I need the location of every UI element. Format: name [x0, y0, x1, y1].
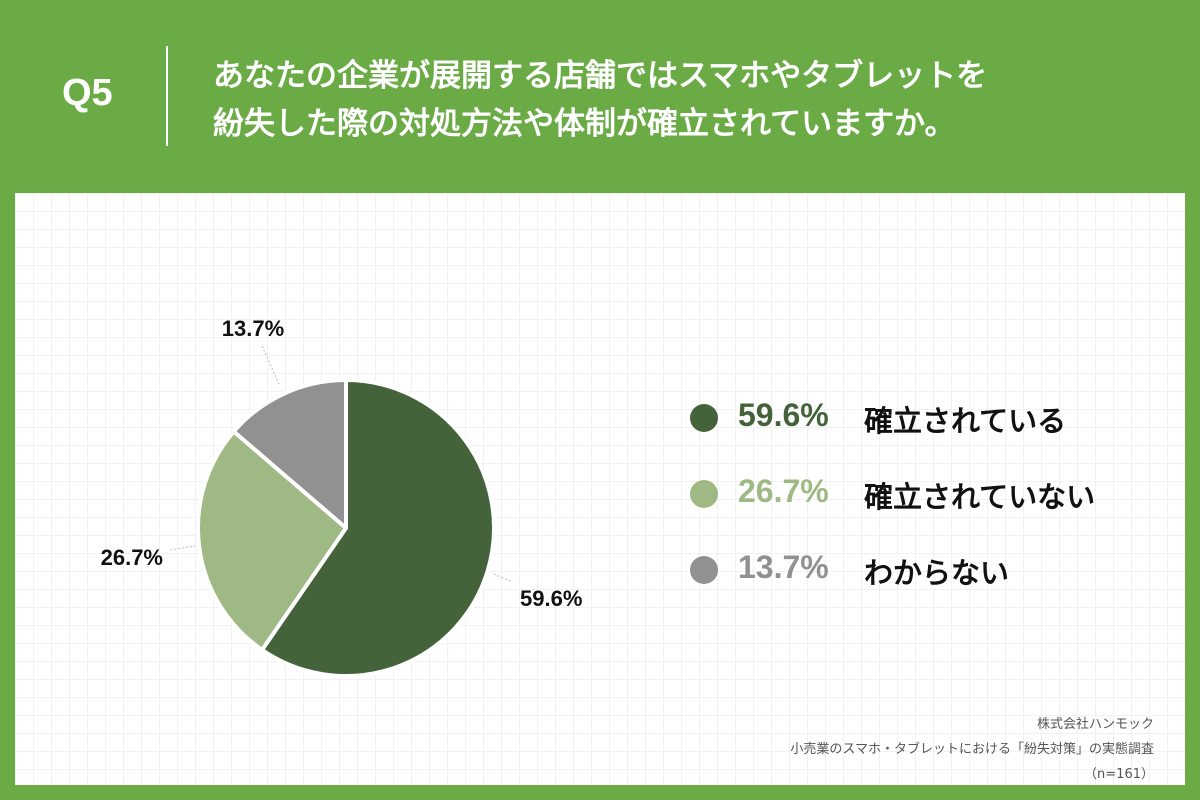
data-label-not-established: 26.7% — [101, 545, 163, 570]
question-title: あなたの企業が展開する店舗ではスマホやタブレットを 紛失した際の対処方法や体制が… — [213, 52, 1153, 148]
question-number: Q5 — [62, 72, 113, 114]
source-sample-size: （n=161） — [1084, 767, 1154, 782]
data-label-unknown: 13.7% — [222, 316, 284, 341]
leader-line-not-established — [169, 545, 196, 551]
legend-percent-unknown: 13.7% — [738, 549, 829, 585]
pie-slice-not-established — [196, 429, 348, 652]
legend-item-not-established: 26.7% 確立されていない — [690, 468, 1160, 520]
question-header: Q5 あなたの企業が展開する店舗ではスマホやタブレットを 紛失した際の対処方法や… — [0, 0, 1200, 192]
legend-label-not-established: 確立されていない — [864, 480, 1096, 514]
legend-label-established: 確立されている — [864, 404, 1067, 438]
question-title-line-2: 紛失した際の対処方法や体制が確立されていますか。 — [213, 106, 956, 142]
header-divider — [166, 46, 168, 146]
legend-dot-established — [690, 404, 718, 432]
source-note: 株式会社ハンモック 小売業のスマホ・タブレットにおける「紛失対策」の実態調査 （… — [790, 712, 1154, 787]
legend-label-unknown: わからない — [864, 556, 1010, 590]
data-label-established: 59.6% — [520, 586, 582, 611]
source-company: 株式会社ハンモック — [1036, 717, 1154, 732]
legend-dot-unknown — [690, 556, 718, 584]
leader-line-unknown — [261, 345, 281, 387]
source-survey: 小売業のスマホ・タブレットにおける「紛失対策」の実態調査 — [790, 742, 1154, 757]
pie-slice-unknown — [231, 378, 348, 530]
legend-percent-not-established: 26.7% — [738, 473, 829, 509]
question-title-line-1: あなたの企業が展開する店舗ではスマホやタブレットを — [213, 58, 988, 94]
legend-item-established: 59.6% 確立されている — [690, 392, 1160, 444]
legend-item-unknown: 13.7% わからない — [690, 544, 1160, 596]
pie-slice-established — [260, 378, 496, 678]
legend-dot-not-established — [690, 480, 718, 508]
leader-line-established — [493, 573, 513, 583]
legend-percent-established: 59.6% — [738, 397, 829, 433]
